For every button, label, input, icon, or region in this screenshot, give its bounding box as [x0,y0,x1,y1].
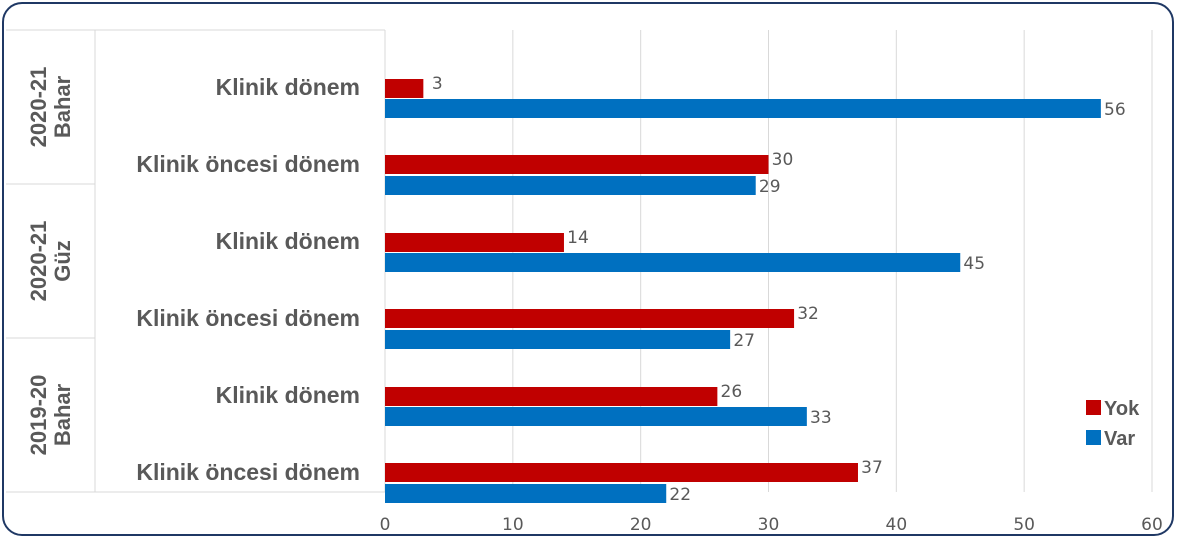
bar-yok [385,463,858,482]
x-tick-label: 0 [380,515,391,535]
group-label-line: Bahar [50,383,75,446]
group-label-line: Bahar [50,75,75,138]
data-label-yok: 30 [772,150,794,170]
category-label: Klinik öncesi dönem [136,151,360,177]
data-label-yok: 26 [721,382,743,402]
bar-var [385,407,807,426]
data-label-var: 33 [810,408,832,428]
category-label: Klinik dönem [216,228,360,254]
bar-yok [385,155,769,174]
data-label-yok: 37 [861,458,883,478]
data-label-yok: 32 [797,304,819,324]
data-label-var: 22 [669,485,691,505]
x-tick-label: 30 [758,515,780,535]
bar-yok [385,79,424,98]
bar-var [385,253,961,272]
data-label-var: 56 [1104,100,1126,120]
legend-label-var: Var [1104,428,1135,450]
data-label-var: 45 [963,254,985,274]
category-label: Klinik dönem [216,74,360,100]
category-label: Klinik öncesi dönem [136,305,360,331]
group-label: 2020-21Güz [26,221,75,302]
group-label-line: 2020-21 [26,67,51,148]
category-label: Klinik dönem [216,382,360,408]
group-label: 2020-21Bahar [26,67,75,148]
bar-yok [385,309,795,328]
group-label: 2019-20Bahar [26,375,75,456]
legend-swatch-yok [1086,400,1101,415]
group-label-line: 2019-20 [26,375,51,456]
bar-yok [385,233,564,252]
bar-var [385,484,667,503]
data-label-var: 29 [759,177,781,197]
category-label: Klinik öncesi dönem [136,459,360,485]
x-tick-label: 20 [630,515,652,535]
x-tick-label: 60 [1141,515,1163,535]
x-tick-label: 40 [886,515,908,535]
data-label-var: 27 [733,331,755,351]
bar-var [385,330,731,349]
bar-yok [385,387,718,406]
group-label-line: Güz [50,240,75,282]
x-tick-label: 10 [502,515,524,535]
bar-var [385,99,1101,118]
group-label-line: 2020-21 [26,221,51,302]
x-tick-label: 50 [1013,515,1035,535]
legend-label-yok: Yok [1104,398,1140,420]
data-label-yok: 14 [567,228,589,248]
bar-var [385,176,756,195]
data-label-yok: 3 [432,74,443,94]
legend-swatch-var [1086,430,1101,445]
